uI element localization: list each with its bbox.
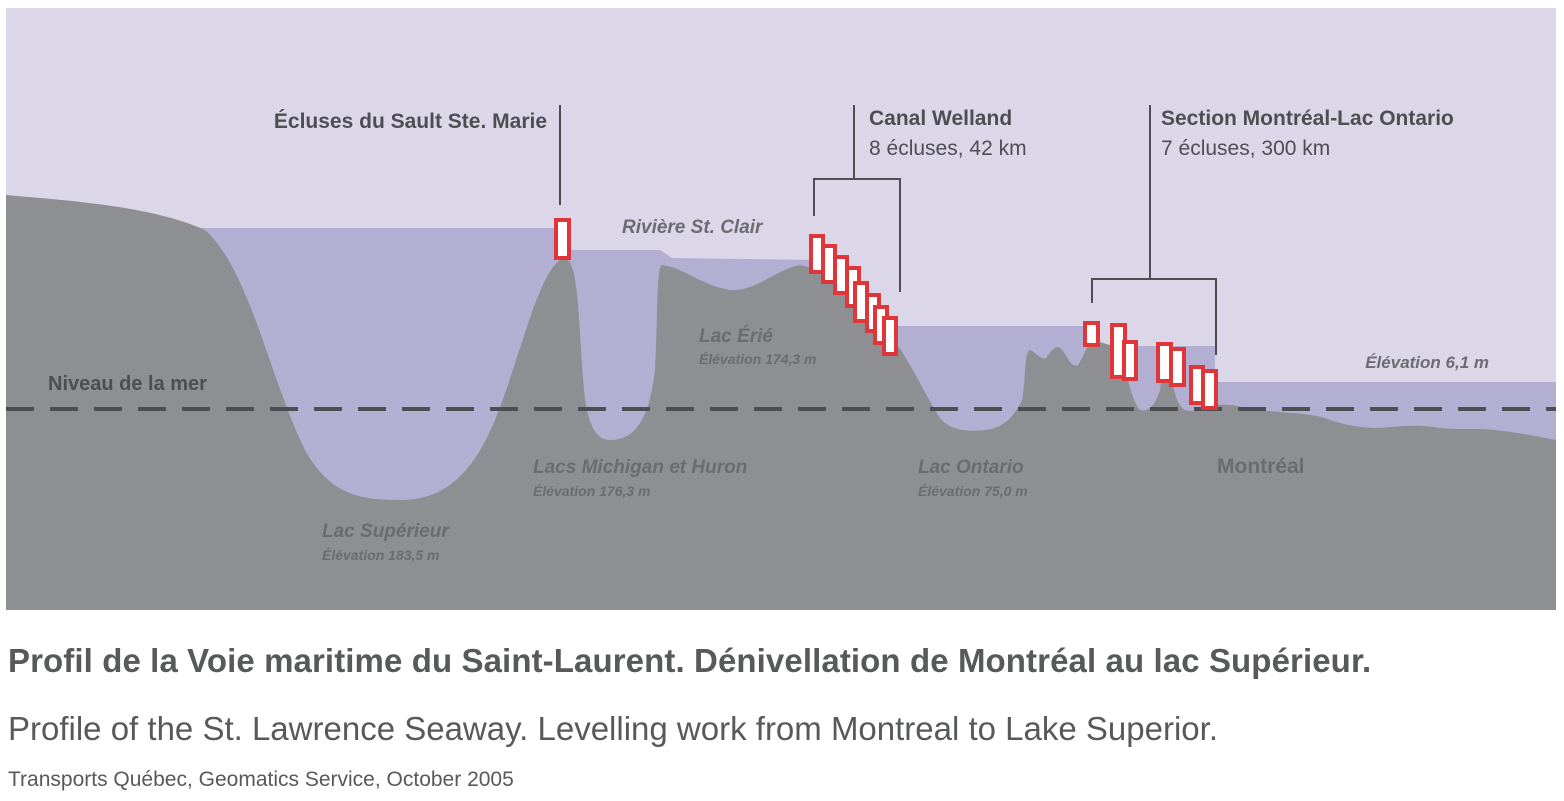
lake-elevation: Élévation 183,5 m [322, 547, 440, 563]
lock-montreal-3 [1122, 340, 1138, 381]
lake-name: Lac Érié [699, 325, 773, 347]
land-profile [6, 195, 1556, 610]
lake-name: Lacs Michigan et Huron [533, 457, 747, 478]
caption-french: Profil de la Voie maritime du Saint-Laur… [8, 642, 1372, 679]
lock-welland-8 [882, 316, 898, 356]
lock-sault [554, 218, 571, 260]
lake-elevation: Élévation 174,3 m [699, 351, 817, 367]
lake-name: Lac Ontario [918, 457, 1024, 478]
st-clair-label: Rivière St. Clair [622, 217, 764, 238]
lock-montreal-7 [1201, 369, 1218, 410]
montreal-section-detail-label: 7 écluses, 300 km [1161, 137, 1330, 160]
source-credit: Transports Québec, Geomatics Service, Oc… [8, 768, 514, 791]
lock-montreal-5 [1169, 347, 1186, 387]
lake-elevation: Élévation 176,3 m [533, 483, 651, 499]
lake-elevation: Élévation 75,0 m [918, 483, 1028, 499]
locks-group [554, 218, 1218, 410]
lock-montreal-1 [1083, 321, 1100, 347]
sea-level-label: Niveau de la mer [48, 373, 207, 395]
montreal-section-bracket [1091, 105, 1217, 355]
caption-english: Profile of the St. Lawrence Seaway. Leve… [8, 710, 1218, 747]
welland-detail-label: 8 écluses, 42 km [869, 137, 1027, 160]
montreal-label: Montréal [1217, 455, 1305, 478]
seaway-profile-diagram: Écluses du Sault Ste. Marie Canal Wellan… [6, 8, 1556, 610]
lake-name: Lac Supérieur [322, 521, 450, 542]
welland-bracket [813, 105, 901, 292]
montreal-section-title-label: Section Montréal-Lac Ontario [1161, 107, 1454, 130]
welland-title-label: Canal Welland [869, 107, 1012, 130]
end-elevation-label: Élévation 6,1 m [1365, 353, 1489, 372]
sault-locks-label: Écluses du Sault Ste. Marie [274, 110, 547, 133]
